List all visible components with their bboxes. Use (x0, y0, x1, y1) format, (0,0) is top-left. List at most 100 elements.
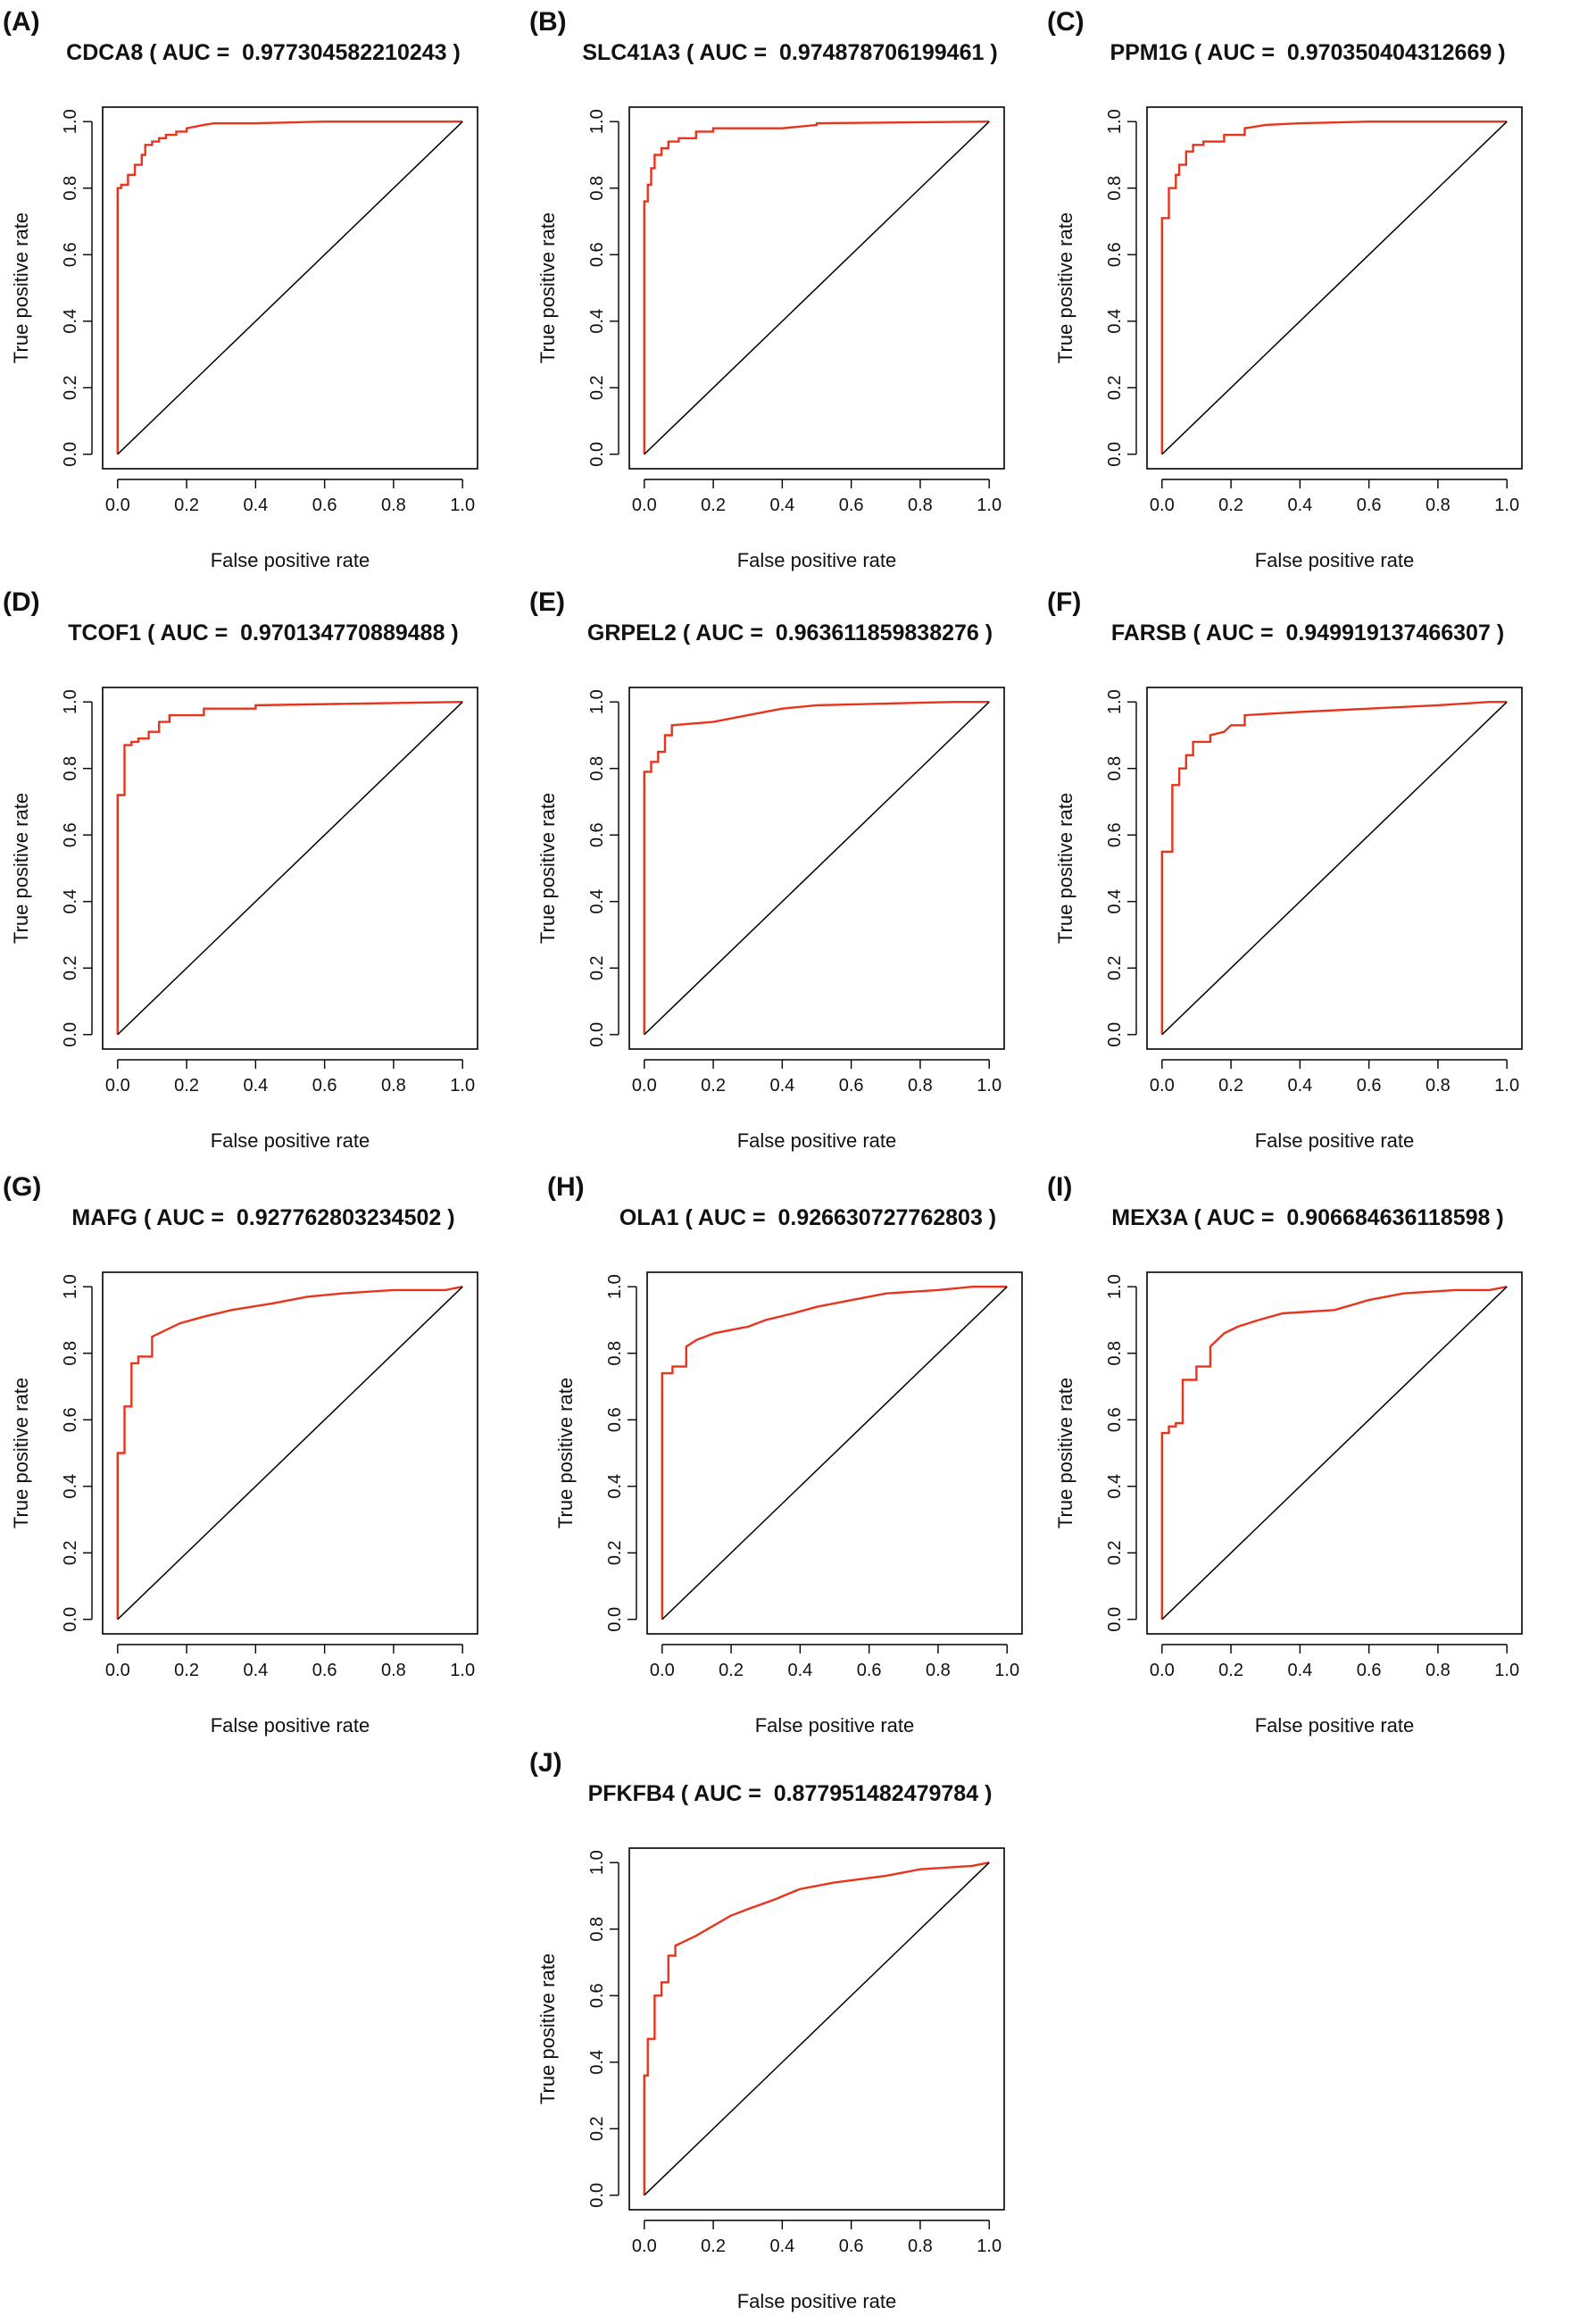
y-tick-label: 0.6 (605, 1407, 625, 1432)
y-tick-label: 0.2 (587, 955, 607, 980)
x-tick-label: 0.8 (908, 1076, 933, 1095)
y-tick-label: 0.4 (587, 2050, 607, 2075)
x-tick-label: 0.8 (1426, 1661, 1450, 1680)
roc-curve-line (643, 121, 990, 454)
y-axis-label: True positive rate (536, 212, 559, 363)
y-tick-label: 0.0 (1105, 442, 1125, 467)
x-tick-label: 0.8 (381, 1076, 406, 1095)
reference-diagonal-line (1161, 701, 1508, 1036)
x-axis-label: False positive rate (211, 1714, 370, 1737)
roc-curve-line (116, 1286, 463, 1620)
x-tick-label: 0.2 (701, 496, 726, 515)
x-tick-label: 0.4 (243, 1661, 268, 1680)
x-axis-label: False positive rate (737, 549, 897, 571)
x-tick-label: 0.4 (243, 496, 268, 515)
y-tick-label: 1.0 (1105, 1274, 1125, 1299)
x-axis-label: False positive rate (755, 1714, 915, 1737)
y-tick-label: 0.6 (587, 1983, 607, 2008)
x-tick-label: 0.6 (1357, 496, 1382, 515)
roc-plot: 0.0 0.2 0.4 0.6 0.8 1.0 0.0 0.2 0.4 0.6 0.8 1.0 Fals… (10, 106, 478, 571)
y-tick-label: 0.4 (605, 1474, 625, 1499)
x-axis-label: False positive rate (737, 1129, 897, 1152)
y-tick-label: 0.6 (1105, 242, 1125, 267)
plot-frame (628, 687, 1005, 1050)
y-tick-label: 0.8 (1105, 176, 1125, 201)
y-tick-label: 0.2 (1105, 1540, 1125, 1565)
chart-title: PFKFB4 ( AUC = 0.877951482479784 ) (587, 1781, 993, 1806)
chart-title: TCOF1 ( AUC = 0.970134770889488 ) (68, 621, 459, 646)
panel-letter: (C) (1047, 7, 1085, 37)
y-tick-label: 0.6 (61, 1407, 80, 1432)
plot-frame (1146, 1271, 1523, 1635)
panel-letter: (G) (3, 1172, 42, 1202)
y-axis-label: True positive rate (536, 1953, 559, 2104)
x-tick-label: 0.4 (243, 1076, 268, 1095)
reference-diagonal-line (117, 121, 463, 455)
y-tick-label: 0.2 (605, 1540, 625, 1565)
y-tick-label: 1.0 (1105, 689, 1125, 714)
y-axis-label: True positive rate (1054, 1378, 1076, 1529)
plot-frame (628, 1847, 1005, 2211)
x-axis-label: False positive rate (211, 549, 370, 571)
reference-diagonal-line (644, 121, 990, 455)
y-tick-label: 0.4 (1105, 889, 1125, 914)
x-tick-label: 0.0 (632, 2237, 657, 2256)
y-tick-label: 0.0 (61, 442, 80, 467)
roc-plot: 0.0 0.2 0.4 0.6 0.8 1.0 0.0 0.2 0.4 0.6 0.8 1.0 Fals… (536, 687, 1005, 1152)
y-axis-label: True positive rate (554, 1378, 577, 1529)
x-axis-label: False positive rate (1255, 1129, 1415, 1152)
x-tick-label: 1.0 (977, 1076, 1002, 1095)
y-tick-label: 0.0 (587, 442, 607, 467)
x-tick-label: 0.6 (1357, 1661, 1382, 1680)
panel-letter: (F) (1047, 587, 1082, 617)
x-tick-label: 1.0 (1494, 1076, 1519, 1095)
y-tick-label: 1.0 (61, 1274, 80, 1299)
roc-plot: 0.0 0.2 0.4 0.6 0.8 1.0 0.0 0.2 0.4 0.6 0.8 1.0 Fals… (1054, 1271, 1523, 1737)
x-tick-label: 1.0 (994, 1661, 1019, 1680)
y-tick-label: 0.4 (1105, 309, 1125, 334)
x-tick-label: 0.0 (1150, 1661, 1175, 1680)
y-tick-label: 0.0 (587, 2183, 607, 2208)
reference-diagonal-line (644, 701, 990, 1036)
y-tick-label: 0.0 (605, 1607, 625, 1632)
roc-plot: 0.0 0.2 0.4 0.6 0.8 1.0 0.0 0.2 0.4 0.6 0.8 1.0 Fals… (554, 1271, 1023, 1737)
panel-letter: (E) (529, 587, 565, 617)
y-tick-label: 0.0 (61, 1607, 80, 1632)
x-tick-label: 0.0 (105, 1076, 130, 1095)
y-tick-label: 0.0 (587, 1022, 607, 1047)
y-tick-label: 0.4 (587, 309, 607, 334)
x-tick-label: 0.6 (312, 496, 337, 515)
x-tick-label: 0.6 (839, 2237, 864, 2256)
x-tick-label: 0.8 (908, 496, 933, 515)
x-tick-label: 0.6 (1357, 1076, 1382, 1095)
y-tick-label: 0.2 (1105, 955, 1125, 980)
x-tick-label: 0.6 (312, 1661, 337, 1680)
roc-plot: 0.0 0.2 0.4 0.6 0.8 1.0 0.0 0.2 0.4 0.6 0.8 1.0 Fals… (1054, 106, 1523, 571)
x-tick-label: 0.6 (839, 496, 864, 515)
x-tick-label: 0.4 (769, 1076, 794, 1095)
plot-frame (646, 1271, 1023, 1635)
y-tick-label: 0.0 (1105, 1022, 1125, 1047)
roc-panel-f: (F) FARSB ( AUC = 0.949919137466307 ) 0.… (1047, 580, 1567, 1161)
chart-title: OLA1 ( AUC = 0.926630727762803 ) (619, 1205, 997, 1230)
y-tick-label: 0.0 (61, 1022, 80, 1047)
roc-curve-line (116, 701, 463, 1035)
x-tick-label: 0.6 (839, 1076, 864, 1095)
y-tick-label: 0.6 (1105, 1407, 1125, 1432)
roc-curve-line (1160, 120, 1508, 454)
x-tick-label: 0.2 (701, 2237, 726, 2256)
roc-panel-a: (A) CDCA8 ( AUC = 0.977304582210243 ) 0.… (3, 0, 522, 580)
y-tick-label: 1.0 (605, 1274, 625, 1299)
roc-panel-b: (B) SLC41A3 ( AUC = 0.974878706199461 ) … (529, 0, 1049, 580)
y-tick-label: 0.6 (61, 242, 80, 267)
x-tick-label: 1.0 (977, 2237, 1002, 2256)
roc-plot: 0.0 0.2 0.4 0.6 0.8 1.0 0.0 0.2 0.4 0.6 0.8 1.0 Fals… (1054, 687, 1523, 1152)
y-tick-label: 0.6 (61, 822, 80, 847)
x-tick-label: 0.0 (632, 496, 657, 515)
y-tick-label: 0.2 (61, 955, 80, 980)
x-tick-label: 0.6 (312, 1076, 337, 1095)
x-tick-label: 1.0 (1494, 496, 1519, 515)
y-tick-label: 0.8 (587, 756, 607, 781)
reference-diagonal-line (117, 1286, 463, 1620)
roc-plot: 0.0 0.2 0.4 0.6 0.8 1.0 0.0 0.2 0.4 0.6 0.8 1.0 Fals… (536, 1847, 1005, 2312)
